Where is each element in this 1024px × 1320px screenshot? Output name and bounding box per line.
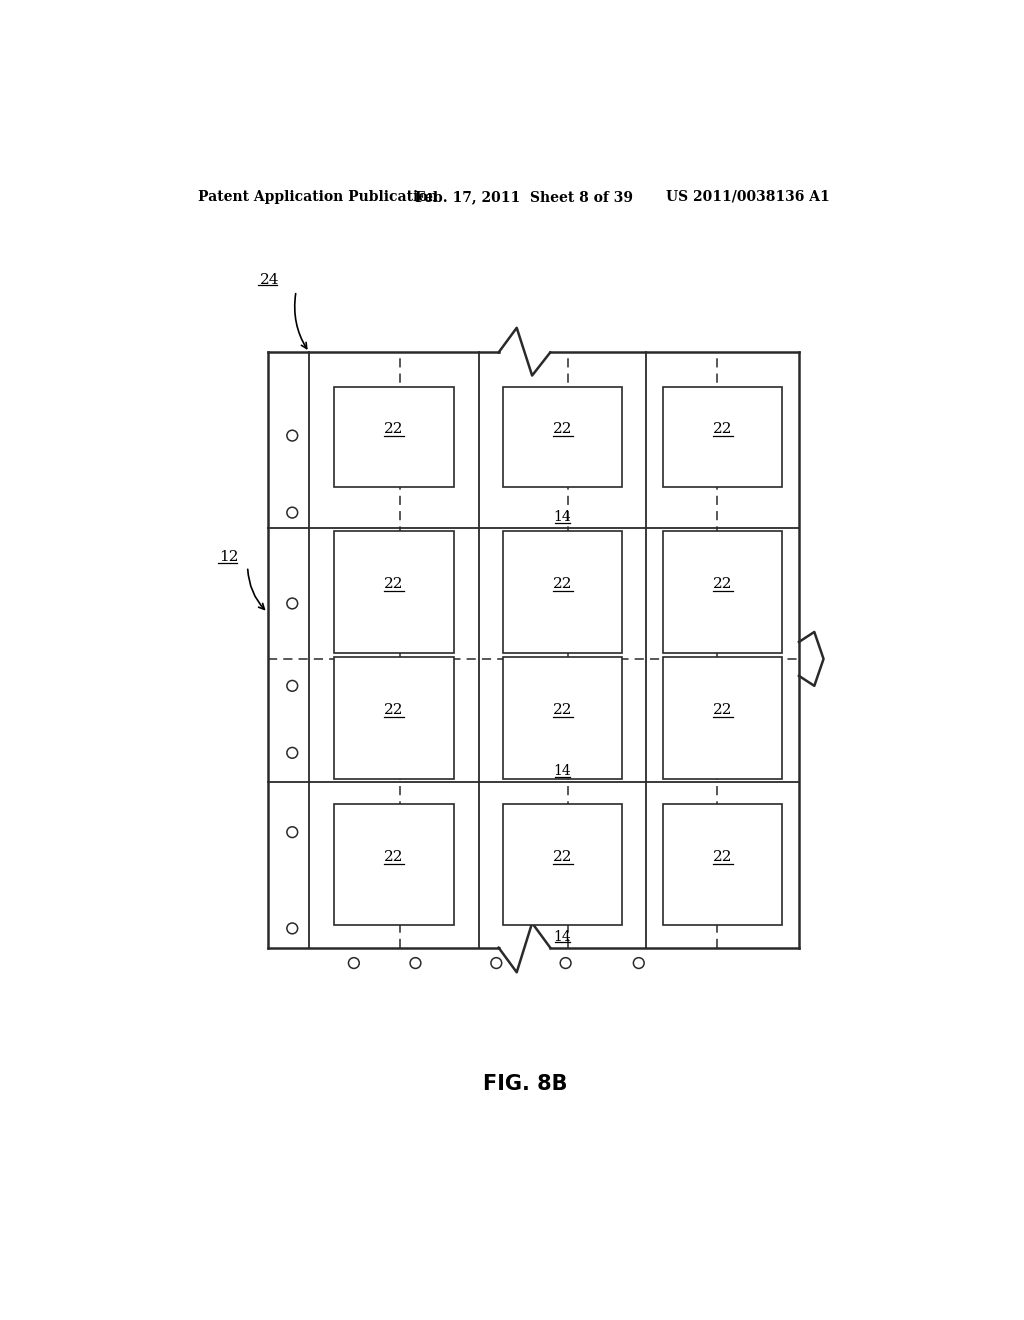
- Text: FIG. 8B: FIG. 8B: [482, 1074, 567, 1094]
- Bar: [663, 531, 782, 653]
- Text: 22: 22: [553, 577, 572, 591]
- Text: 22: 22: [384, 577, 403, 591]
- Text: 22: 22: [553, 704, 572, 718]
- Text: 22: 22: [384, 422, 403, 437]
- Text: 14: 14: [554, 764, 571, 779]
- Text: 22: 22: [713, 704, 732, 718]
- Text: 22: 22: [384, 704, 403, 718]
- Bar: [663, 657, 782, 779]
- Text: 22: 22: [713, 577, 732, 591]
- Text: Feb. 17, 2011  Sheet 8 of 39: Feb. 17, 2011 Sheet 8 of 39: [416, 190, 634, 203]
- Text: 14: 14: [554, 929, 571, 944]
- Bar: [334, 657, 454, 779]
- Bar: [503, 804, 623, 925]
- Bar: [503, 531, 623, 653]
- Bar: [334, 387, 454, 487]
- Bar: [334, 531, 454, 653]
- Text: 22: 22: [713, 422, 732, 437]
- Text: 14: 14: [554, 511, 571, 524]
- Text: 22: 22: [384, 850, 403, 863]
- Bar: [503, 387, 623, 487]
- Bar: [663, 387, 782, 487]
- Text: US 2011/0038136 A1: US 2011/0038136 A1: [666, 190, 829, 203]
- Text: 12: 12: [219, 550, 239, 564]
- Text: 22: 22: [553, 850, 572, 863]
- Bar: [503, 657, 623, 779]
- Bar: [334, 804, 454, 925]
- Text: 22: 22: [713, 850, 732, 863]
- Text: 24: 24: [260, 273, 280, 286]
- Text: Patent Application Publication: Patent Application Publication: [199, 190, 438, 203]
- Text: 22: 22: [553, 422, 572, 437]
- Bar: [663, 804, 782, 925]
